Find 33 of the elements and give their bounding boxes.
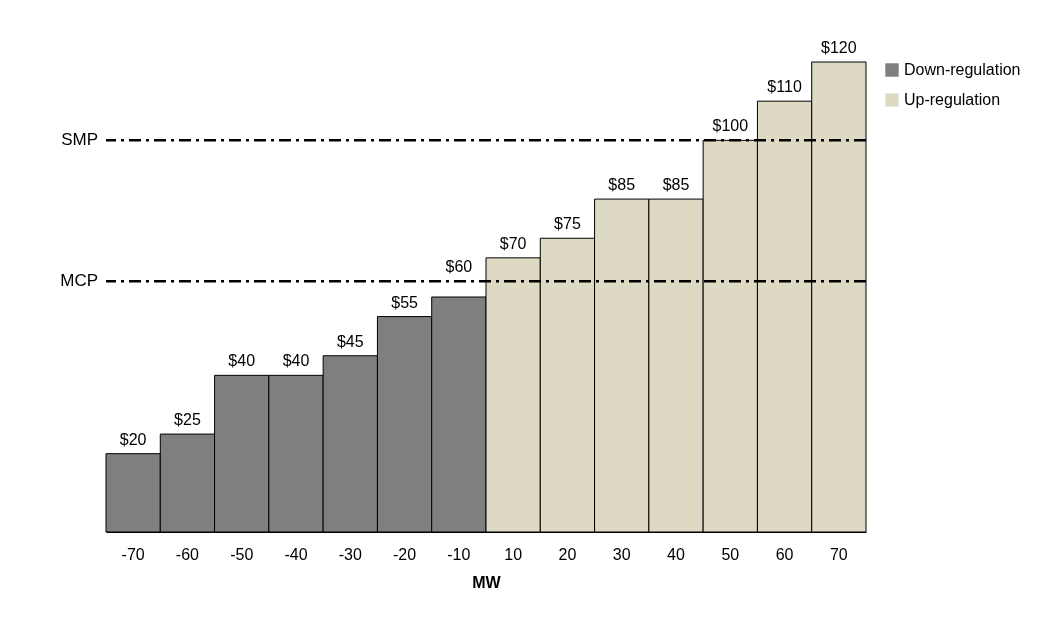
data-label: $45 xyxy=(336,332,364,350)
x-tick-label: 70 xyxy=(829,545,848,563)
data-label: $40 xyxy=(282,352,310,370)
data-label: $85 xyxy=(662,176,690,194)
data-label: $40 xyxy=(228,352,256,370)
data-label: $60 xyxy=(445,258,473,276)
data-label: $120 xyxy=(821,39,857,56)
x-tick-label: 20 xyxy=(558,545,577,563)
x-tick-label: 60 xyxy=(775,545,794,563)
legend-label: Up-regulation xyxy=(904,91,1001,108)
x-tick-label: -60 xyxy=(175,545,200,563)
x-tick-label: 30 xyxy=(612,545,631,563)
x-tick-label: -30 xyxy=(338,545,362,563)
ref-line-label: SMP xyxy=(61,130,98,150)
data-label: $20 xyxy=(119,430,147,448)
data-label: $85 xyxy=(608,176,636,194)
data-label: $100 xyxy=(712,117,749,135)
x-tick-label: 50 xyxy=(721,545,740,563)
data-label: $75 xyxy=(554,215,581,233)
data-label: $110 xyxy=(767,78,802,96)
x-axis-title: MW xyxy=(472,573,502,591)
x-tick-label: -20 xyxy=(393,545,417,563)
data-label: $70 xyxy=(499,234,527,252)
legend-label: Down-regulation xyxy=(904,61,1021,78)
data-label: $55 xyxy=(391,293,419,311)
x-tick-label: -40 xyxy=(284,545,308,563)
x-tick-label: 10 xyxy=(504,545,523,563)
data-label: $25 xyxy=(174,411,201,429)
ref-line-label: MCP xyxy=(60,271,98,291)
x-tick-label: -50 xyxy=(230,545,254,563)
x-tick-label: 40 xyxy=(667,545,685,563)
x-tick-label: -70 xyxy=(121,545,145,563)
x-tick-label: -10 xyxy=(447,545,471,563)
